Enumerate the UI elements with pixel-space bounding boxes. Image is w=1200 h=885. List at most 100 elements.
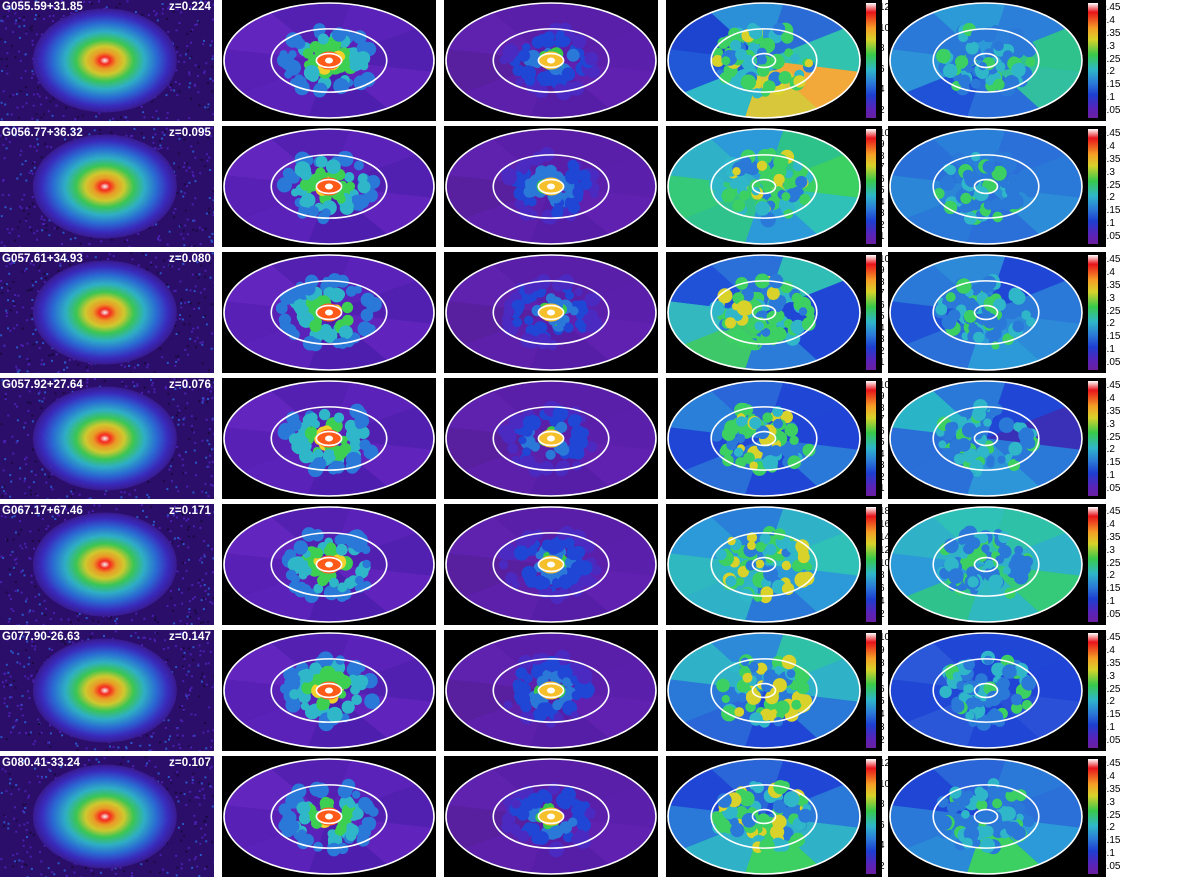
colorbar-tickmark xyxy=(876,663,879,665)
colorbar-tick-label: 0.4 xyxy=(1101,392,1115,404)
colorbar-tick-label: 1 xyxy=(879,231,885,242)
colorbar-tickmark xyxy=(876,363,879,364)
metallicity-map-panel xyxy=(888,126,1106,247)
colorbar-tick-label: 0.45 xyxy=(1101,2,1121,13)
colorbar-tick-label: 0.3 xyxy=(1101,40,1115,52)
colorbar-tickmark xyxy=(1098,676,1101,678)
colorbar-tickmark xyxy=(1098,728,1101,730)
colorbar-tickmark xyxy=(876,69,879,71)
colorbar-tick-label: 0.25 xyxy=(1101,179,1121,191)
colorbar-strip xyxy=(865,380,877,497)
metallicity-map-panel xyxy=(888,378,1106,499)
colorbar-tickmark xyxy=(1098,72,1101,74)
cluster-name: G080.41-33.24 xyxy=(2,757,81,769)
colorbar-tick-label: 7 xyxy=(879,288,885,300)
colorbar-tickmark xyxy=(876,784,879,786)
cluster-redshift: z=0.147 xyxy=(169,631,211,643)
colorbar-tickmark xyxy=(876,156,879,158)
colorbar-tick-label: 0.15 xyxy=(1101,835,1121,847)
temperature-map-panel xyxy=(666,0,882,121)
colorbar-tickmark xyxy=(876,351,879,353)
colorbar-tick-label: 0.35 xyxy=(1101,657,1121,669)
colorbar-tick-label: 0.45 xyxy=(1101,254,1121,265)
colorbar-tick-label: 0.25 xyxy=(1101,683,1121,695)
density-map-panel xyxy=(222,630,436,751)
colorbar-tick-label: 0.05 xyxy=(1101,483,1121,494)
colorbar-tickmark xyxy=(1098,463,1101,465)
cluster-name: G067.17+67.46 xyxy=(2,505,83,517)
colorbar-tick-label: 10 xyxy=(879,380,891,391)
colorbar-tickmark xyxy=(876,650,879,652)
colorbar-tickmark xyxy=(1098,663,1101,665)
colorbar-tick-label: 6 xyxy=(879,683,885,695)
colorbar-tickmark xyxy=(1098,134,1101,135)
colorbar-tick-label: 3 xyxy=(879,208,885,220)
colorbar-tickmark xyxy=(1098,424,1101,426)
colorbar-tick-label: 0.05 xyxy=(1101,105,1121,116)
colorbar-tick-label: 0.05 xyxy=(1101,231,1121,242)
colorbar-tick-label: 2 xyxy=(879,219,885,231)
colorbar-tick-label: 0.2 xyxy=(1101,192,1115,204)
colorbar-tickmark xyxy=(1098,702,1101,704)
colorbar-tickmark xyxy=(1098,476,1101,478)
colorbar-tick-label: 6 xyxy=(879,583,885,595)
colorbar-tickmark xyxy=(876,340,879,342)
colorbar-tick-label: 8 xyxy=(879,570,885,582)
colorbar-tickmark xyxy=(876,589,879,591)
colorbar-tick-label: 3 xyxy=(879,334,885,346)
colorbar-tickmark xyxy=(876,111,879,112)
colorbar-tickmark xyxy=(876,846,879,848)
cluster-redshift: z=0.224 xyxy=(169,1,211,13)
colorbar-tickmark xyxy=(1098,398,1101,400)
colorbar-tickmark xyxy=(876,420,879,422)
colorbar-tick-label: 0.15 xyxy=(1101,79,1121,91)
colorbar-tickmark xyxy=(1098,841,1101,843)
colorbar-tickmark xyxy=(1098,272,1101,274)
colorbar-tickmark xyxy=(1098,172,1101,174)
colorbar-tickmark xyxy=(876,202,879,204)
colorbar-tick-label: 4 xyxy=(879,196,885,208)
colorbar-strip xyxy=(865,506,877,623)
colorbar-tick-label: 12 xyxy=(879,2,891,13)
colorbar-tick-label: 0.2 xyxy=(1101,696,1115,708)
pressure-map-panel xyxy=(444,0,658,121)
xray-image-panel: G056.77+36.32 z=0.095 xyxy=(0,126,214,247)
temperature-map-panel xyxy=(666,756,882,877)
colorbar-tick-label: 0.1 xyxy=(1101,470,1115,482)
density-map-panel xyxy=(222,0,436,121)
colorbar-tickmark xyxy=(876,328,879,330)
colorbar-tickmark xyxy=(876,397,879,399)
colorbar-tick-label: 10 xyxy=(879,254,891,265)
colorbar-tick-label: 0.05 xyxy=(1101,609,1121,620)
colorbar-tick-label: 0.3 xyxy=(1101,670,1115,682)
colorbar-strip xyxy=(865,2,877,119)
colorbar-tick-label: 10 xyxy=(879,557,891,569)
colorbar-tick-label: 9 xyxy=(879,644,885,656)
colorbar-tickmark xyxy=(1098,789,1101,791)
colorbar-tickmark xyxy=(876,477,879,479)
density-map-panel xyxy=(222,756,436,877)
colorbar-tickmark xyxy=(876,489,879,490)
colorbar-tick-label: 2 xyxy=(879,609,885,620)
colorbar-tickmark xyxy=(876,764,879,765)
colorbar-strip xyxy=(865,758,877,875)
colorbar-tickmark xyxy=(1098,589,1101,591)
colorbar-tickmark xyxy=(1098,337,1101,339)
temperature-map-panel xyxy=(666,252,882,373)
colorbar-strip xyxy=(865,632,877,749)
colorbar-tick-label: 0.35 xyxy=(1101,279,1121,291)
density-map-panel xyxy=(222,378,436,499)
colorbar-tick-label: 1 xyxy=(879,357,885,368)
colorbar-tickmark xyxy=(876,28,879,30)
colorbar-tickmark xyxy=(876,689,879,691)
colorbar-tick-label: 2 xyxy=(879,861,885,872)
xray-image-panel: G067.17+67.46 z=0.171 xyxy=(0,504,214,625)
colorbar-tick-label: 10 xyxy=(879,22,891,34)
colorbar-tick-label: 8 xyxy=(879,43,885,55)
temperature-map-panel xyxy=(666,378,882,499)
colorbar-tickmark xyxy=(876,576,879,578)
colorbar-tick-label: 0.05 xyxy=(1101,861,1121,872)
colorbar-tick-label: 0.45 xyxy=(1101,506,1121,517)
colorbar-tickmark xyxy=(1098,211,1101,213)
